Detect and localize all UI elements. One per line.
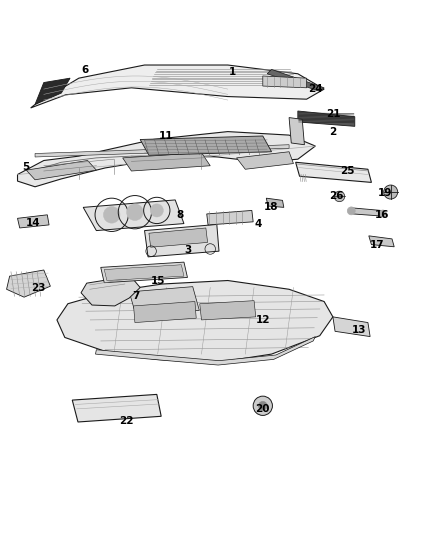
Polygon shape: [237, 152, 293, 169]
Polygon shape: [72, 394, 161, 422]
Polygon shape: [95, 336, 315, 365]
Polygon shape: [296, 162, 371, 182]
Polygon shape: [101, 262, 187, 282]
Polygon shape: [123, 152, 210, 171]
Text: 26: 26: [329, 190, 344, 200]
Polygon shape: [26, 160, 96, 180]
Text: 1: 1: [229, 67, 236, 77]
Text: 23: 23: [31, 282, 46, 293]
Text: 19: 19: [378, 188, 392, 198]
Circle shape: [379, 210, 386, 217]
Polygon shape: [207, 211, 253, 225]
Polygon shape: [149, 228, 208, 247]
Polygon shape: [18, 132, 315, 187]
Text: 15: 15: [150, 276, 165, 286]
Text: 14: 14: [25, 217, 40, 228]
Text: 18: 18: [263, 203, 278, 212]
Polygon shape: [7, 270, 50, 297]
Polygon shape: [333, 317, 370, 336]
Polygon shape: [266, 198, 284, 207]
Polygon shape: [263, 76, 307, 88]
Polygon shape: [267, 69, 324, 91]
Circle shape: [258, 401, 267, 410]
Polygon shape: [369, 236, 394, 247]
Polygon shape: [104, 265, 184, 280]
Polygon shape: [134, 302, 196, 322]
Text: 22: 22: [119, 416, 134, 426]
Polygon shape: [140, 136, 272, 155]
Polygon shape: [200, 301, 256, 320]
Text: 2: 2: [329, 127, 336, 136]
Text: 13: 13: [352, 325, 367, 335]
Circle shape: [127, 204, 143, 221]
Polygon shape: [129, 287, 199, 314]
Text: 20: 20: [255, 404, 270, 414]
Text: 16: 16: [374, 210, 389, 220]
Text: 6: 6: [82, 65, 89, 75]
Polygon shape: [18, 215, 49, 228]
Text: 3: 3: [185, 245, 192, 255]
Circle shape: [253, 396, 272, 415]
Text: 24: 24: [308, 84, 323, 94]
Polygon shape: [145, 224, 219, 257]
Circle shape: [334, 191, 345, 201]
Text: 17: 17: [370, 240, 385, 251]
Text: 12: 12: [255, 315, 270, 325]
Text: 21: 21: [325, 109, 340, 119]
Text: 25: 25: [339, 166, 354, 176]
Circle shape: [347, 207, 355, 215]
Text: 4: 4: [255, 219, 262, 229]
Text: 11: 11: [159, 131, 174, 141]
Polygon shape: [31, 65, 324, 108]
Polygon shape: [298, 111, 355, 126]
Polygon shape: [35, 145, 289, 157]
Circle shape: [103, 206, 120, 223]
Text: 5: 5: [23, 161, 30, 172]
Circle shape: [384, 185, 398, 199]
Polygon shape: [57, 280, 333, 363]
Polygon shape: [81, 276, 140, 306]
Text: 8: 8: [176, 210, 183, 220]
Circle shape: [150, 204, 163, 217]
Polygon shape: [83, 200, 184, 231]
Polygon shape: [351, 208, 383, 216]
Polygon shape: [289, 118, 304, 145]
Polygon shape: [35, 78, 70, 104]
Text: 7: 7: [132, 291, 139, 301]
